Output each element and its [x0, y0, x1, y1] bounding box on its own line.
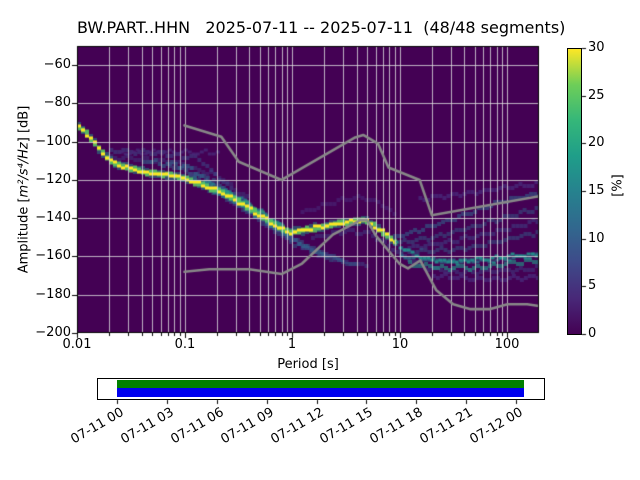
- y-tick-label: −80: [43, 95, 71, 110]
- x-tick-label: 0.01: [62, 337, 92, 352]
- x-tick-label: 1: [287, 337, 297, 352]
- y-tick-label: −180: [35, 287, 71, 302]
- plot-title: BW.PART..HHN 2025-07-11 -- 2025-07-11 (4…: [77, 18, 566, 37]
- colorbar-tick-label: 10: [588, 231, 605, 246]
- x-axis-label: Period [s]: [277, 357, 339, 372]
- colorbar: [567, 48, 582, 335]
- y-tick-label: −100: [35, 134, 71, 149]
- timeline-data-bar: [117, 388, 524, 397]
- colorbar-tick-label: 25: [588, 88, 605, 103]
- colorbar-tick-label: 20: [588, 135, 605, 150]
- colorbar-tick-label: 30: [588, 40, 605, 55]
- colorbar-tick-label: 0: [588, 326, 597, 341]
- y-tick-label: −120: [35, 172, 71, 187]
- x-tick-label: 100: [494, 337, 520, 352]
- y-tick-label: −140: [35, 210, 71, 225]
- y-tick-label: −160: [35, 248, 71, 263]
- y-tick-label: −60: [43, 57, 71, 72]
- timeline-coverage-bar: [117, 380, 524, 388]
- colorbar-tick-label: 15: [588, 183, 605, 198]
- x-tick-label: 10: [391, 337, 409, 352]
- y-axis-label-units: m²/s⁴/Hz: [16, 142, 32, 198]
- colorbar-tick-label: 5: [588, 278, 597, 293]
- y-tick-label: −200: [35, 325, 71, 340]
- x-tick-label: 0.1: [174, 337, 196, 352]
